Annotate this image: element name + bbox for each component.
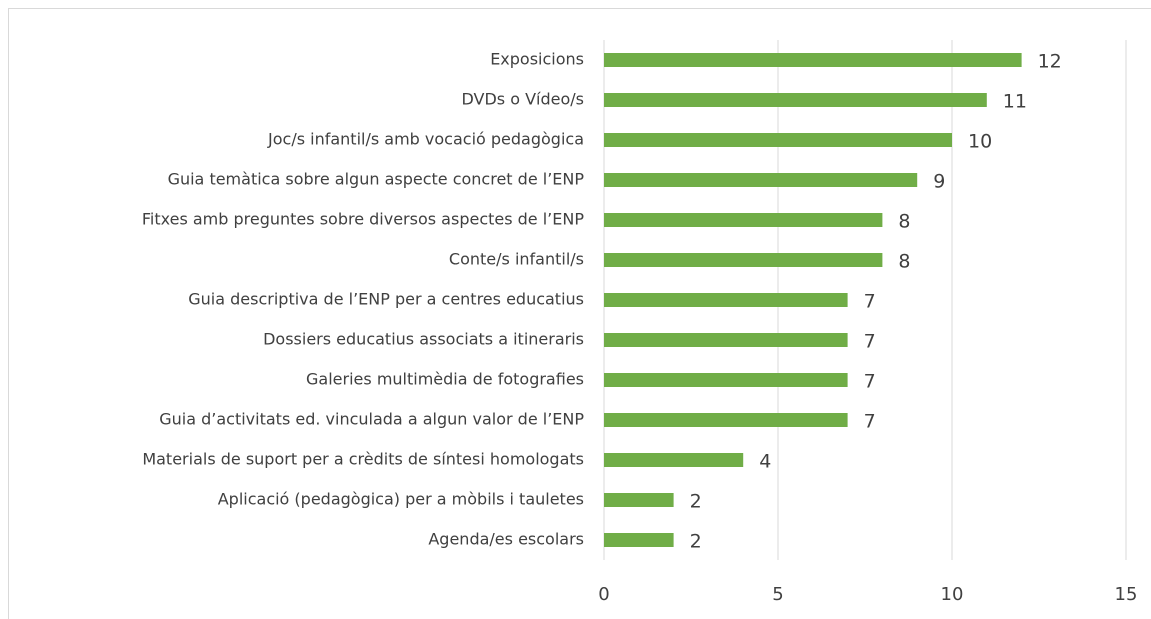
y-tick-label: Dossiers educatius associats a itinerari… [263, 330, 584, 349]
bar [604, 93, 987, 107]
bar [604, 533, 674, 547]
bar [604, 493, 674, 507]
y-tick-label: Guia d’activitats ed. vinculada a algun … [159, 410, 584, 429]
bar [604, 373, 848, 387]
data-label: 10 [968, 131, 992, 153]
y-tick-label: Galeries multimèdia de fotografies [306, 370, 584, 389]
data-label: 12 [1038, 51, 1062, 73]
bar [604, 133, 952, 147]
x-tick-label: 0 [598, 584, 609, 605]
y-tick-label: Conte/s infantil/s [449, 250, 584, 269]
data-label: 4 [759, 451, 771, 473]
bar [604, 453, 744, 467]
y-tick-label: Materials de suport per a crèdits de sín… [142, 450, 584, 469]
data-label: 8 [898, 251, 910, 273]
bar [604, 253, 883, 267]
y-tick-label: Guia temàtica sobre algun aspecte concre… [168, 170, 585, 189]
x-tick-label: 5 [772, 584, 783, 605]
y-tick-label: DVDs o Vídeo/s [461, 90, 584, 109]
y-tick-label: Agenda/es escolars [428, 530, 584, 549]
data-label: 9 [933, 171, 945, 193]
bar [604, 173, 918, 187]
data-label: 11 [1003, 91, 1027, 113]
y-tick-label: Exposicions [490, 50, 584, 69]
y-tick-label: Joc/s infantil/s amb vocació pedagògica [267, 130, 584, 149]
bar [604, 293, 848, 307]
data-label: 7 [864, 291, 876, 313]
bar [604, 53, 1022, 67]
data-label: 8 [898, 211, 910, 233]
data-label: 7 [864, 411, 876, 433]
data-label: 7 [864, 371, 876, 393]
data-label: 7 [864, 331, 876, 353]
data-label: 2 [690, 491, 702, 513]
bar [604, 213, 883, 227]
bar [604, 413, 848, 427]
chart-frame [8, 8, 1151, 619]
y-tick-label: Guia descriptiva de l’ENP per a centres … [188, 290, 584, 309]
y-tick-label: Fitxes amb preguntes sobre diversos aspe… [142, 210, 584, 229]
data-label: 2 [690, 531, 702, 553]
y-tick-label: Aplicació (pedagògica) per a mòbils i ta… [218, 490, 584, 509]
x-tick-label: 10 [941, 584, 964, 605]
x-tick-label: 15 [1115, 584, 1138, 605]
bar [604, 333, 848, 347]
